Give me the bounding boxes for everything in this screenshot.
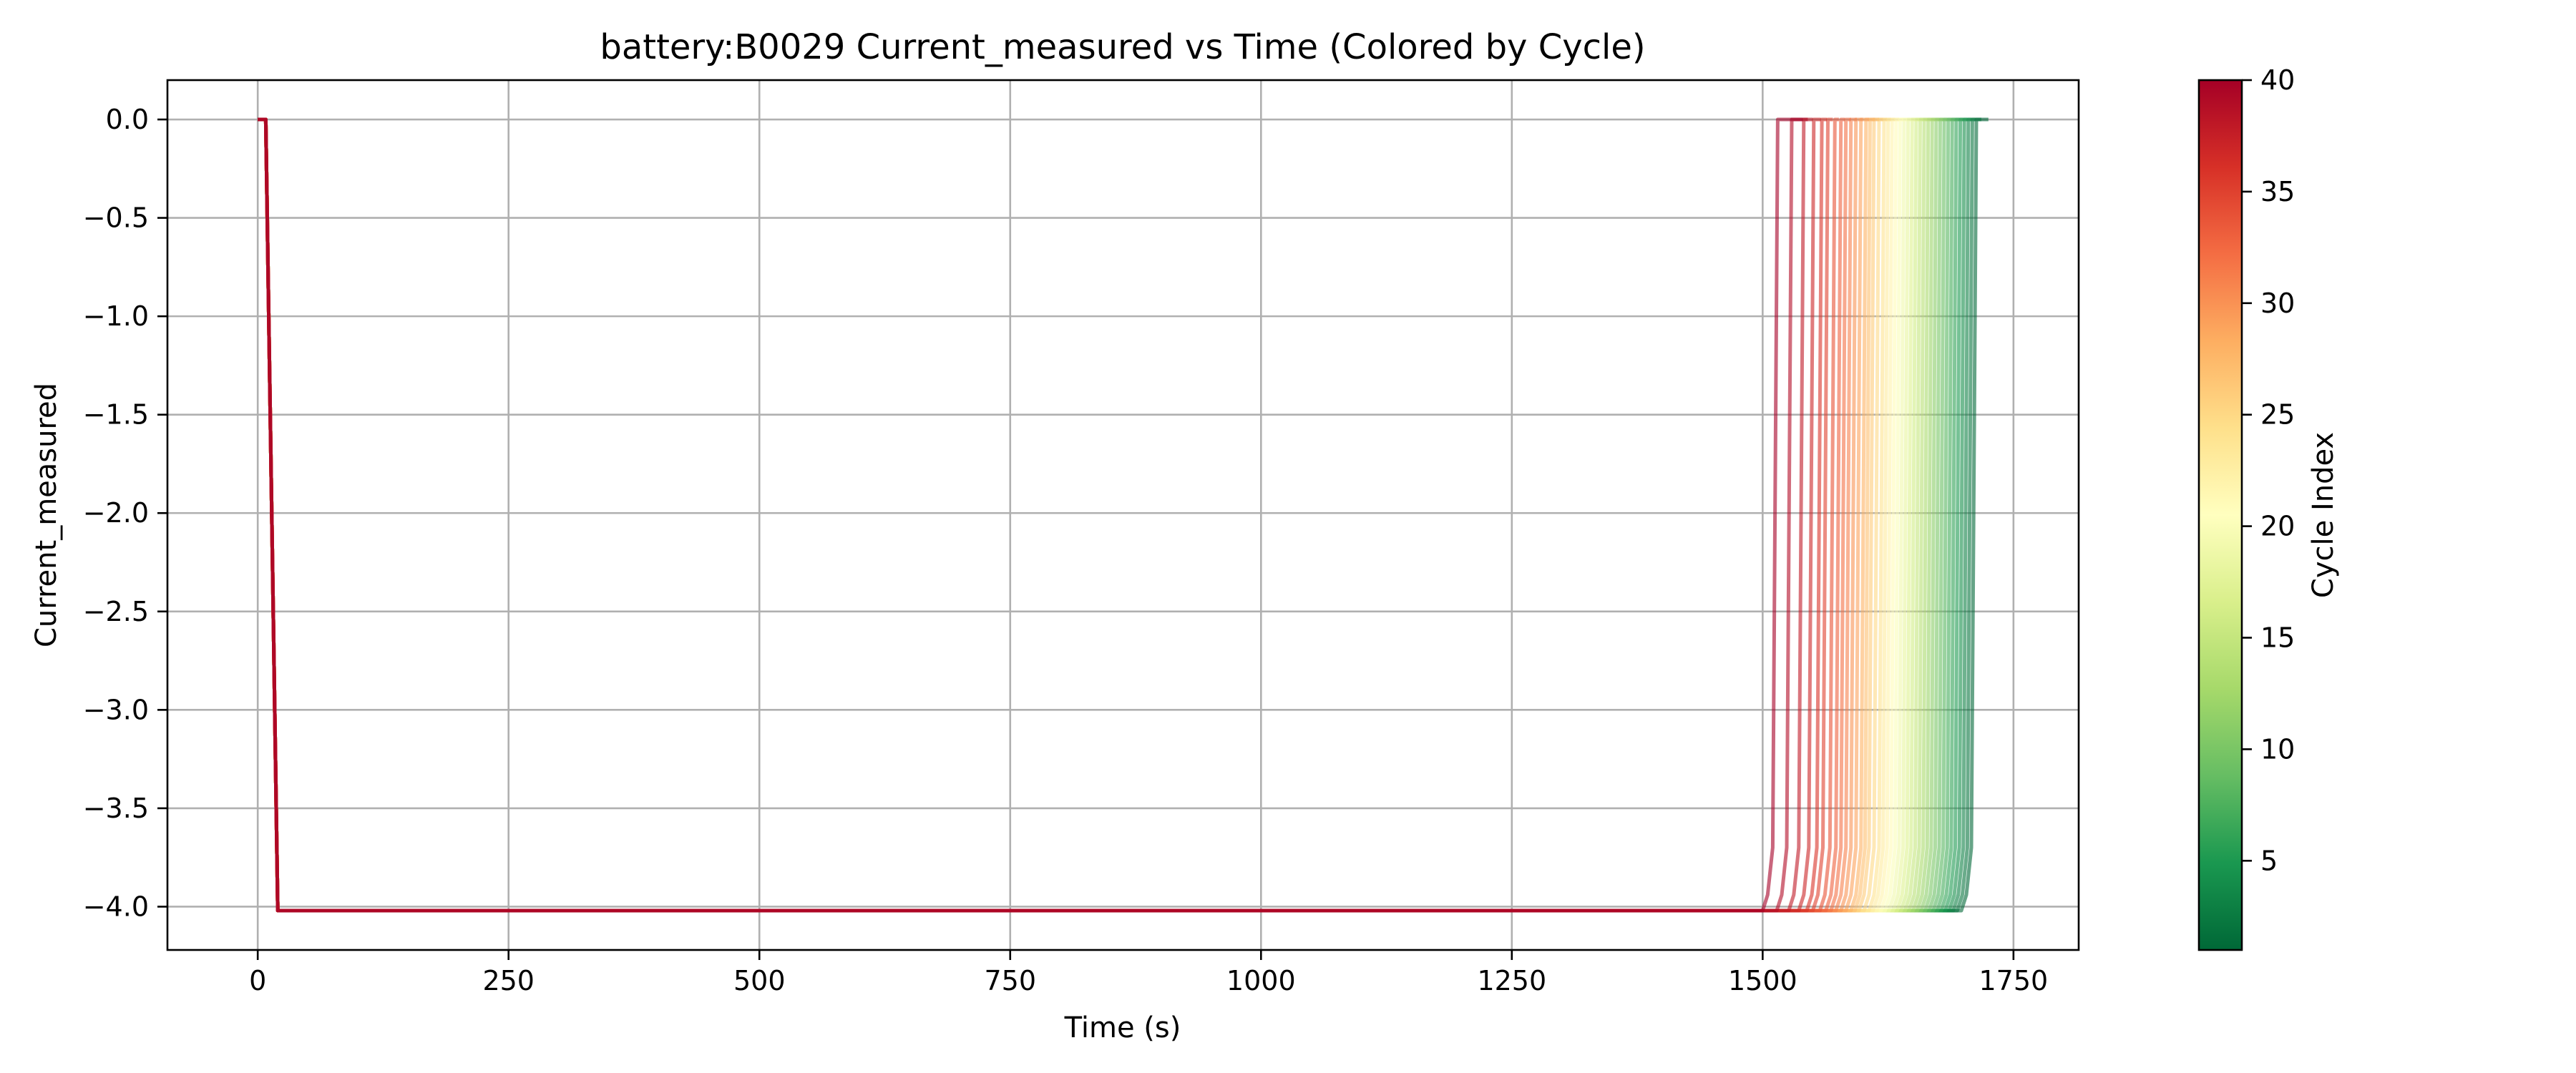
plot-frame — [166, 79, 2080, 951]
gridlines — [167, 80, 2079, 950]
cycle-lines — [258, 117, 1989, 913]
colorbar-tick-label: 35 — [2260, 176, 2295, 207]
cycle-line — [258, 117, 1976, 913]
cycle-line — [258, 117, 1803, 913]
colorbar-tick-label: 5 — [2260, 845, 2278, 876]
x-tick-label: 250 — [482, 965, 535, 996]
x-axis: 0 250 500 750 1000 1250 1500 1750 — [249, 950, 2048, 996]
cycle-line — [258, 117, 1956, 913]
colorbar-tick-label: 25 — [2260, 399, 2295, 431]
y-tick-label: −4.0 — [83, 891, 149, 922]
colorbar-label: Cycle Index — [2307, 432, 2340, 598]
cycle-line — [258, 117, 1923, 913]
cycle-line — [258, 117, 1808, 913]
cycle-line — [258, 117, 1845, 913]
chart-title: battery:B0029 Current_measured vs Time (… — [600, 27, 1645, 67]
colorbar-ticks: 5 10 15 20 25 30 35 40 — [2242, 64, 2295, 876]
cycle-line — [258, 117, 1863, 913]
cycle-line — [258, 117, 1951, 913]
cycle-line — [258, 117, 1813, 913]
cycle-line — [258, 117, 1920, 913]
cycle-line — [258, 117, 1828, 913]
x-tick-label: 1000 — [1226, 965, 1296, 996]
cycle-line — [258, 117, 1960, 913]
cycle-line — [258, 117, 1940, 913]
y-tick-label: −2.0 — [83, 497, 149, 529]
colorbar-tick-label: 10 — [2260, 733, 2295, 765]
cycle-line — [258, 117, 1891, 913]
x-tick-label: 500 — [733, 965, 786, 996]
cycle-line — [258, 117, 1943, 913]
cycle-line — [258, 117, 1875, 913]
cycle-line — [258, 117, 1858, 913]
cycle-line — [258, 117, 1879, 913]
x-tick-label: 1500 — [1728, 965, 1797, 996]
cycle-line — [258, 117, 1833, 913]
cycle-line — [258, 117, 1821, 913]
cycle-line — [258, 117, 1869, 913]
x-tick-label: 750 — [984, 965, 1036, 996]
y-axis: 0.0 −0.5 −1.0 −1.5 −2.0 −2.5 −3.0 −3.5 −4.0 — [83, 104, 167, 922]
y-tick-label: −1.0 — [83, 300, 149, 332]
y-tick-label: −2.5 — [83, 596, 149, 627]
x-tick-label: 1750 — [1979, 965, 2049, 996]
colorbar-gradient — [2197, 79, 2243, 951]
cycle-line — [258, 117, 1899, 913]
colorbar-tick-label: 20 — [2260, 511, 2295, 542]
y-tick-label: −1.5 — [83, 399, 149, 431]
cycle-line — [258, 117, 1903, 913]
cycle-line — [258, 117, 1883, 913]
cycle-line — [258, 117, 1851, 913]
cycle-line — [258, 117, 1963, 913]
colorbar-tick-label: 15 — [2260, 622, 2295, 653]
cycle-line — [258, 117, 1981, 913]
colorbar-tick-label: 40 — [2260, 64, 2295, 96]
cycle-line — [258, 117, 1971, 913]
cycle-line — [258, 117, 1839, 913]
colorbar-tick-label: 30 — [2260, 288, 2295, 319]
y-tick-label: −3.5 — [83, 793, 149, 824]
cycle-line — [258, 117, 1916, 913]
x-tick-label: 1250 — [1477, 965, 1546, 996]
colorbar: 5 10 15 20 25 30 35 40 Cycle Index — [2197, 64, 2340, 951]
cycle-line — [258, 117, 1948, 913]
y-tick-label: 0.0 — [106, 104, 149, 135]
cycle-line — [258, 117, 1896, 913]
x-tick-label: 0 — [249, 965, 266, 996]
cycle-line — [258, 117, 1911, 913]
x-axis-title: Time (s) — [1064, 1011, 1181, 1044]
cycle-line — [258, 117, 1989, 913]
cycle-line — [258, 117, 1908, 913]
cycle-line — [258, 117, 1888, 913]
y-axis-title: Current_measured — [30, 383, 63, 647]
cycle-line — [258, 117, 1968, 913]
y-tick-label: −3.0 — [83, 694, 149, 725]
y-tick-label: −0.5 — [83, 202, 149, 234]
